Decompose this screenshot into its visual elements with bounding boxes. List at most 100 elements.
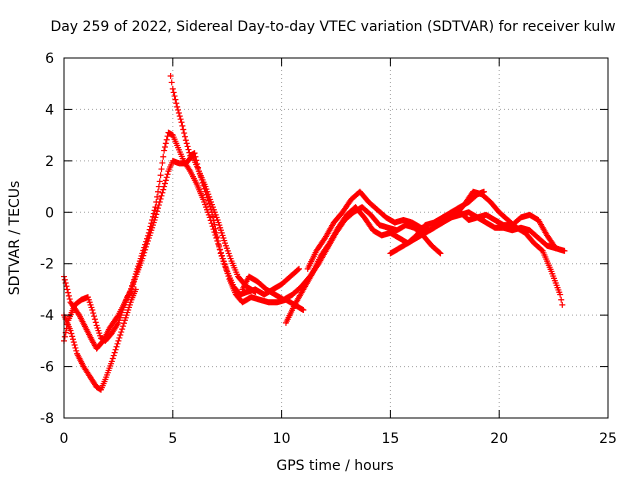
data-point	[144, 232, 151, 239]
y-tick-label: -6	[40, 360, 54, 376]
data-point	[145, 229, 152, 236]
data-point	[192, 153, 199, 160]
data-point	[65, 289, 72, 296]
data-point	[208, 220, 215, 227]
data-point	[167, 73, 174, 79]
data-point	[181, 130, 188, 137]
data-point	[161, 143, 168, 150]
y-tick-label: -2	[40, 257, 54, 273]
data-point	[161, 180, 168, 187]
data-point	[68, 330, 75, 337]
data-point	[153, 199, 160, 205]
data-point	[213, 235, 220, 241]
data-point	[63, 325, 70, 332]
data-point	[183, 140, 190, 147]
data-point	[174, 103, 181, 110]
data-point	[164, 171, 171, 178]
data-point	[170, 89, 177, 96]
x-tick-label: 10	[273, 431, 291, 447]
y-tick-label: 4	[45, 102, 54, 118]
data-point	[193, 157, 200, 164]
data-point	[160, 186, 167, 193]
data-point	[89, 307, 96, 313]
data-point	[175, 106, 182, 113]
data-point	[120, 323, 127, 330]
data-point	[181, 133, 188, 140]
chart-title: Day 259 of 2022, Sidereal Day-to-day VTE…	[50, 19, 615, 35]
axis-ticks: 0 5 10 15 20 25 -8 -6 -4 -2 0 2 4 6	[40, 51, 617, 447]
data-point	[110, 352, 117, 359]
data-point	[141, 244, 148, 251]
data-point	[162, 140, 169, 147]
data-point	[172, 96, 179, 103]
data-point	[120, 320, 127, 327]
data-point	[158, 166, 165, 173]
data-point	[214, 237, 221, 244]
data-point	[162, 177, 169, 184]
data-points	[61, 73, 568, 393]
data-point	[126, 291, 133, 298]
data-point	[152, 204, 159, 211]
x-tick-label: 25	[599, 431, 617, 447]
data-point	[150, 210, 157, 217]
data-point	[143, 235, 150, 242]
data-point	[159, 189, 166, 196]
y-tick-label: -4	[40, 308, 54, 324]
data-point	[119, 326, 126, 333]
data-point	[129, 282, 136, 289]
x-tick-label: 0	[60, 431, 69, 447]
data-point	[114, 313, 121, 320]
x-tick-label: 20	[490, 431, 508, 447]
series-track-3	[61, 152, 303, 344]
data-point	[209, 223, 216, 230]
data-point	[155, 188, 162, 195]
data-point	[139, 250, 146, 257]
data-point	[217, 249, 224, 256]
data-point	[161, 147, 168, 154]
data-point	[115, 337, 122, 344]
data-point	[437, 250, 444, 257]
data-point	[73, 347, 80, 354]
data-point	[185, 146, 192, 153]
data-point	[130, 276, 137, 283]
y-tick-label: 0	[45, 205, 54, 221]
data-point	[194, 160, 201, 167]
data-point	[149, 217, 156, 223]
data-point	[146, 226, 153, 233]
data-point	[64, 286, 71, 293]
data-point	[225, 273, 232, 280]
data-point	[64, 321, 71, 328]
data-point	[211, 229, 218, 236]
data-point	[155, 205, 162, 212]
data-point	[143, 238, 150, 245]
data-point	[215, 240, 222, 247]
data-point	[175, 110, 182, 117]
data-point	[206, 214, 213, 221]
data-point	[168, 79, 175, 86]
data-point	[252, 289, 259, 295]
plot-frame	[63, 57, 609, 419]
data-point	[195, 164, 202, 171]
data-point	[112, 346, 119, 353]
data-point	[216, 243, 223, 250]
data-point	[558, 296, 565, 303]
data-point	[92, 319, 99, 326]
data-point	[159, 159, 166, 166]
data-point	[436, 249, 443, 256]
data-point	[155, 183, 162, 190]
data-point	[91, 316, 98, 323]
x-axis-label: GPS time / hours	[276, 458, 393, 474]
y-tick-label: 6	[45, 51, 54, 67]
data-point	[72, 344, 79, 351]
data-point	[559, 301, 566, 308]
data-point	[161, 183, 168, 190]
data-point	[160, 153, 167, 160]
data-point	[179, 122, 186, 129]
data-point	[163, 174, 170, 181]
data-point	[61, 276, 68, 283]
data-point	[128, 285, 135, 292]
data-point	[149, 213, 156, 220]
data-point	[66, 296, 73, 303]
data-point	[163, 136, 170, 143]
data-point	[557, 291, 564, 298]
